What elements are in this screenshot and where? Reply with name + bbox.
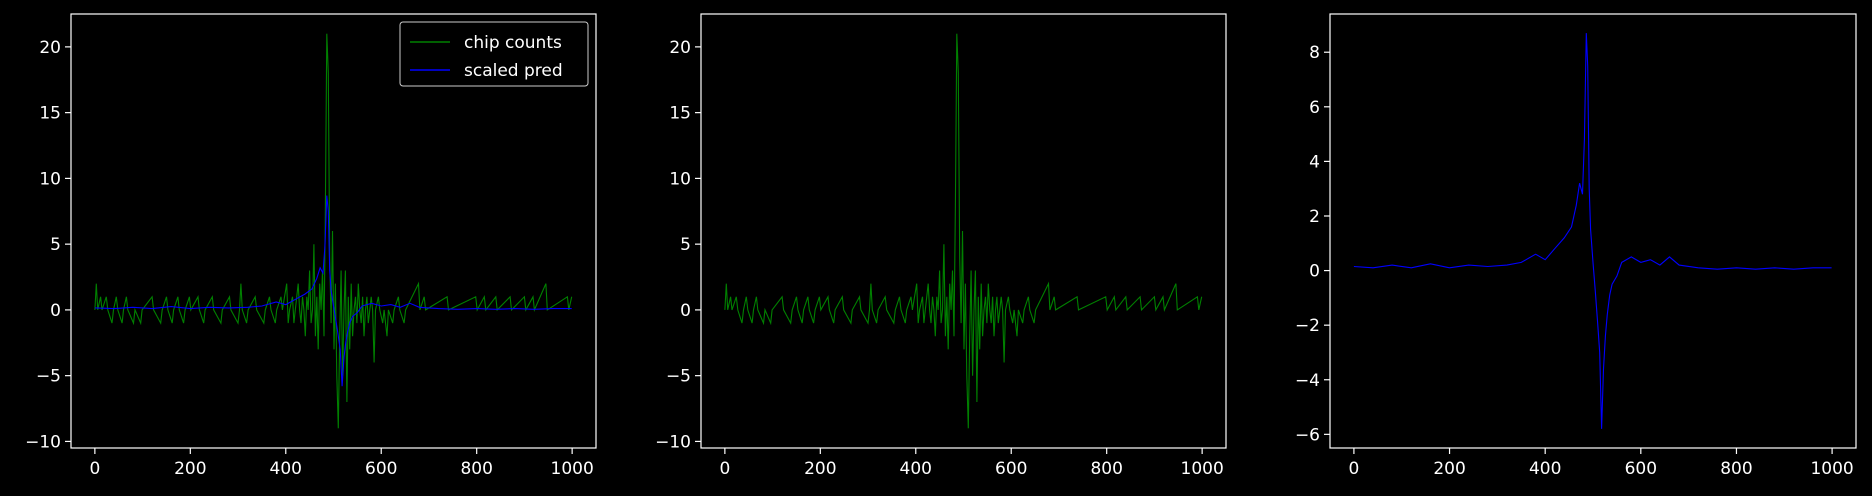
axes-frame — [70, 13, 597, 449]
y-tick-label: 15 — [39, 104, 61, 124]
y-tick-label: −4 — [1295, 371, 1320, 391]
y-tick-label: 0 — [680, 301, 691, 321]
y-tick-label: −10 — [655, 432, 691, 452]
series-line-panel2-0 — [724, 33, 1203, 429]
y-tick-label: −6 — [1295, 425, 1320, 445]
x-tick-label: 600 — [995, 459, 1027, 479]
axes-frame — [700, 13, 1227, 449]
chart-panel-1: 0 200 400 600 800 1000 −10 −5 0 5 10 15 20 chip count… — [25, 13, 597, 479]
x-tick-label: 600 — [1625, 459, 1657, 479]
y-tick-label: 20 — [669, 38, 691, 58]
legend-label: scaled pred — [464, 61, 563, 81]
y-tick-label: 2 — [1309, 207, 1320, 227]
axes-frame — [1329, 13, 1857, 449]
x-tick-label: 0 — [719, 459, 730, 479]
x-tick-label: 600 — [365, 459, 397, 479]
y-tick-label: 8 — [1309, 43, 1320, 63]
y-tick-label: 15 — [669, 104, 691, 124]
legend-label: chip counts — [464, 33, 562, 53]
x-tick-label: 800 — [460, 459, 492, 479]
y-tick-label: 10 — [669, 169, 691, 189]
y-tick-label: 0 — [1309, 262, 1320, 282]
y-tick-label: −2 — [1295, 316, 1320, 336]
y-tick-label: −10 — [25, 432, 61, 452]
x-tick-label: 1000 — [1181, 459, 1224, 479]
y-tick-label: 5 — [50, 235, 61, 255]
series-line-panel3-0 — [1353, 33, 1832, 429]
x-tick-label: 1000 — [551, 459, 594, 479]
series-line-chip-counts — [94, 33, 573, 429]
x-tick-label: 800 — [1720, 459, 1752, 479]
x-tick-label: 400 — [270, 459, 302, 479]
y-tick-label: −5 — [666, 367, 691, 387]
y-tick-label: −5 — [36, 367, 61, 387]
x-tick-label: 400 — [1529, 459, 1561, 479]
x-tick-label: 0 — [1348, 459, 1359, 479]
y-tick-label: 20 — [39, 38, 61, 58]
series-line-scaled-pred — [94, 195, 572, 387]
y-tick-label: 4 — [1309, 152, 1320, 172]
legend: chip counts scaled pred — [399, 21, 589, 87]
chart-panel-2: 0 200 400 600 800 1000 −10 −5 0 5 10 15 20 — [655, 13, 1227, 479]
y-tick-label: 10 — [39, 169, 61, 189]
x-tick-label: 800 — [1090, 459, 1122, 479]
x-tick-label: 200 — [1433, 459, 1465, 479]
chart-panel-3: 0 200 400 600 800 1000 −6 −4 −2 0 2 4 6 8 — [1295, 13, 1857, 479]
x-tick-label: 200 — [174, 459, 206, 479]
y-tick-label: 0 — [50, 301, 61, 321]
y-tick-label: 6 — [1309, 98, 1320, 118]
x-tick-label: 0 — [89, 459, 100, 479]
x-tick-label: 400 — [900, 459, 932, 479]
x-tick-label: 1000 — [1810, 459, 1853, 479]
x-tick-label: 200 — [804, 459, 836, 479]
y-tick-label: 5 — [680, 235, 691, 255]
